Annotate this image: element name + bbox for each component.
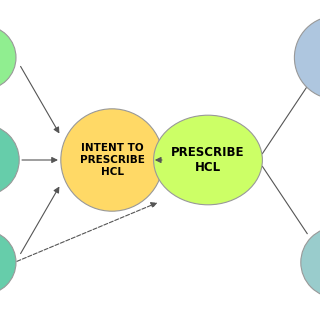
Ellipse shape [0,230,16,294]
Ellipse shape [154,115,262,205]
Text: PRESCRIBE
HCL: PRESCRIBE HCL [171,146,245,174]
Ellipse shape [0,125,19,195]
Ellipse shape [301,227,320,298]
Ellipse shape [0,26,16,90]
Text: INTENT TO
PRESCRIBE
HCL: INTENT TO PRESCRIBE HCL [80,143,144,177]
Ellipse shape [294,16,320,99]
Ellipse shape [61,109,163,211]
